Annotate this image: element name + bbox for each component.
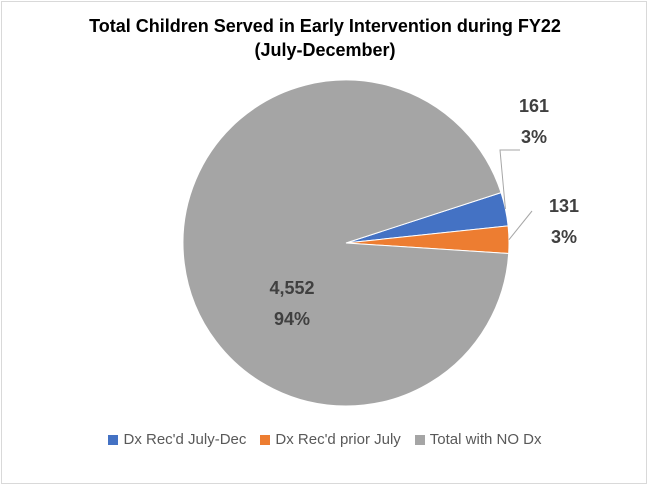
legend-swatch-dx-july-dec: [108, 434, 119, 445]
data-label-dx-july-dec-value: 161: [519, 96, 549, 116]
chart-title: Total Children Served in Early Intervent…: [0, 14, 650, 62]
data-label-dx-july-dec-leader-line: [499, 149, 520, 210]
chart-title-line-2: (July-December): [254, 40, 396, 60]
data-label-dx-prior-july-leader-line: [508, 210, 533, 240]
legend-swatch-dx-prior-july: [260, 434, 271, 445]
legend-item-dx-prior-july: Dx Rec'd prior July: [260, 431, 401, 448]
legend-label-no-dx: Total with NO Dx: [429, 431, 542, 448]
legend-item-no-dx: Total with NO Dx: [414, 431, 542, 448]
pie-slice-no-dx: [182, 79, 510, 407]
data-label-no-dx-percent: 94%: [274, 309, 310, 329]
legend-item-dx-july-dec: Dx Rec'd July-Dec: [108, 431, 246, 448]
data-label-dx-prior-july-percent: 3%: [551, 227, 577, 247]
legend-swatch-no-dx: [414, 434, 425, 445]
legend-label-dx-july-dec: Dx Rec'd July-Dec: [123, 431, 247, 448]
data-label-dx-prior-july-value: 131: [549, 196, 579, 216]
data-label-dx-july-dec-percent: 3%: [521, 127, 547, 147]
legend-label-dx-prior-july: Dx Rec'd prior July: [275, 431, 401, 448]
data-label-no-dx-value: 4,552: [269, 278, 314, 298]
chart-title-line-1: Total Children Served in Early Intervent…: [89, 16, 561, 36]
legend: Dx Rec'd July-Dec Dx Rec'd prior July To…: [0, 431, 650, 448]
